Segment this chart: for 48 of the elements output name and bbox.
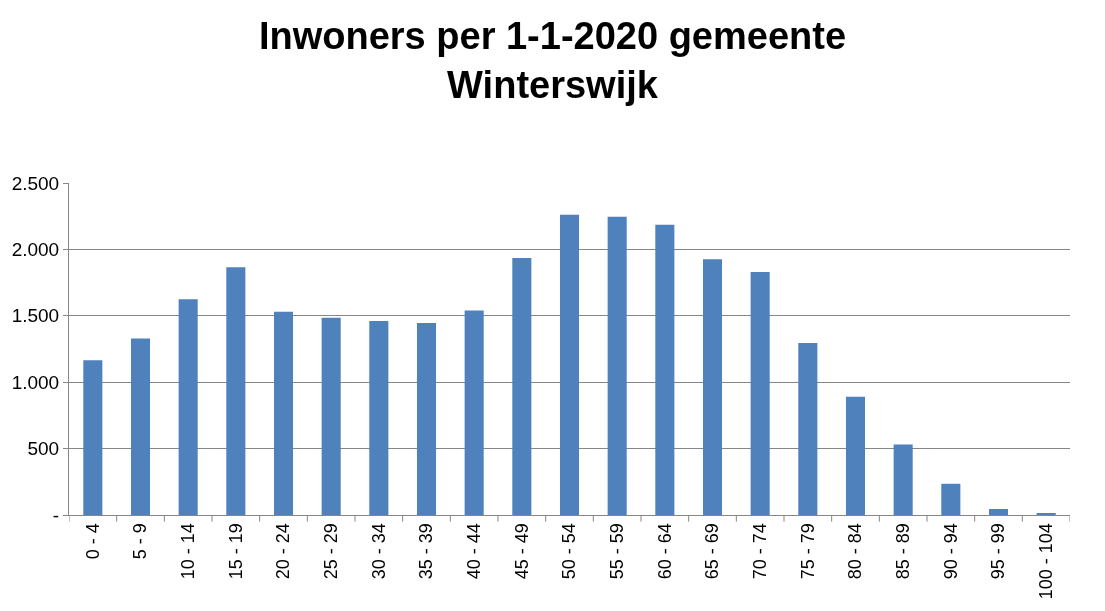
x-tick-label: 45 - 49 [511, 523, 532, 580]
x-tick-label: 15 - 19 [225, 523, 246, 580]
y-tick-label: - [52, 504, 60, 526]
x-tick-label: 60 - 64 [654, 523, 675, 580]
bar [893, 444, 913, 515]
bar [750, 271, 770, 515]
bar [988, 509, 1009, 515]
y-tick-label: 500 [27, 438, 60, 460]
y-tick-label: 2.000 [11, 239, 60, 261]
y-tick-label: 1.000 [11, 371, 60, 393]
x-tick-label: 90 - 94 [940, 523, 961, 580]
bar [607, 216, 627, 515]
x-tick-label: 100 - 104 [1036, 523, 1057, 600]
bar [845, 396, 866, 515]
x-tick-label: 65 - 69 [702, 523, 723, 580]
bar [369, 321, 389, 515]
bar [321, 317, 341, 515]
x-tick-label: 5 - 9 [130, 523, 151, 560]
x-tick-label: 55 - 59 [607, 523, 628, 580]
y-tick-label: 2.500 [11, 172, 60, 194]
y-tick-label: 1.500 [11, 305, 60, 327]
bar [464, 310, 484, 515]
x-tick-label: 35 - 39 [416, 523, 437, 580]
bar [655, 224, 675, 515]
bar [416, 323, 437, 515]
x-tick-label: 50 - 54 [559, 523, 580, 580]
bar [702, 259, 723, 515]
bar [273, 311, 294, 515]
bar [178, 299, 198, 515]
bar [226, 267, 246, 515]
bar [941, 483, 961, 515]
bar [512, 258, 532, 515]
x-tick-label: 30 - 34 [368, 523, 389, 580]
bar [798, 343, 818, 515]
bar [559, 214, 580, 515]
bar [130, 338, 151, 515]
x-tick-label: 20 - 24 [273, 523, 294, 580]
x-tick-label: 75 - 79 [797, 523, 818, 580]
x-tick-label: 0 - 4 [82, 523, 103, 560]
x-tick-label: 95 - 99 [988, 523, 1009, 580]
x-tick-label: 80 - 84 [845, 523, 866, 580]
x-tick-label: 70 - 74 [750, 523, 771, 580]
x-tick-label: 40 - 44 [464, 523, 485, 580]
x-tick-label: 25 - 29 [321, 523, 342, 580]
x-tick-label: 10 - 14 [178, 523, 199, 580]
x-tick-label: 85 - 89 [893, 523, 914, 580]
chart-title: Inwoners per 1-1-2020 gemeente Winterswijk [258, 14, 847, 107]
bar [83, 360, 103, 515]
